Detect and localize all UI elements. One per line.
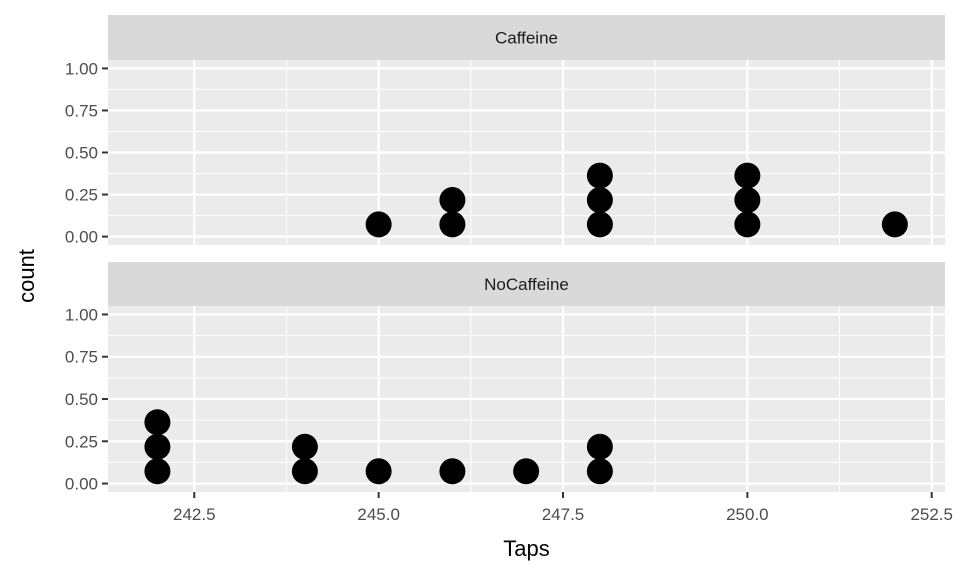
dot xyxy=(439,187,466,214)
x-tick-label: 245.0 xyxy=(357,505,400,524)
dot xyxy=(586,187,613,214)
y-tick-label: 0.75 xyxy=(65,348,98,367)
dot xyxy=(439,458,466,485)
facet-strip xyxy=(108,15,945,60)
dot xyxy=(144,409,171,436)
facet-strip xyxy=(108,262,945,306)
y-tick-label: 0.00 xyxy=(65,475,98,494)
dot xyxy=(586,211,613,238)
dot xyxy=(291,433,318,460)
facet-label: Caffeine xyxy=(495,29,558,48)
dot xyxy=(144,433,171,460)
y-tick-label: 0.25 xyxy=(65,186,98,205)
dot xyxy=(881,211,908,238)
dot xyxy=(734,162,761,189)
dot xyxy=(586,162,613,189)
y-tick-label: 0.00 xyxy=(65,228,98,247)
dot xyxy=(439,211,466,238)
dot xyxy=(586,433,613,460)
dot xyxy=(365,211,392,238)
dot xyxy=(586,458,613,485)
dot xyxy=(291,458,318,485)
y-tick-label: 1.00 xyxy=(65,305,98,324)
y-tick-label: 0.50 xyxy=(65,144,98,163)
y-axis-title: count xyxy=(14,249,39,303)
dot xyxy=(734,187,761,214)
x-tick-label: 252.5 xyxy=(910,505,953,524)
x-tick-label: 250.0 xyxy=(726,505,769,524)
x-tick-label: 247.5 xyxy=(542,505,585,524)
dot xyxy=(365,458,392,485)
dot xyxy=(734,211,761,238)
y-tick-label: 1.00 xyxy=(65,59,98,78)
dot xyxy=(144,458,171,485)
facet-label: NoCaffeine xyxy=(484,275,569,294)
dot xyxy=(513,458,540,485)
y-tick-label: 0.25 xyxy=(65,432,98,451)
x-axis-title: Taps xyxy=(503,536,549,561)
y-tick-label: 0.75 xyxy=(65,101,98,120)
x-tick-label: 242.5 xyxy=(173,505,216,524)
y-tick-label: 0.50 xyxy=(65,390,98,409)
